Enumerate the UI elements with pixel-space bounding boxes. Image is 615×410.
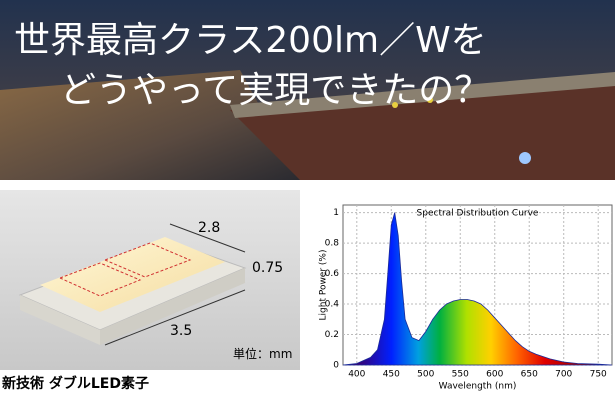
spectrum-chart: 0 0.2 0.4 0.6 0.8 1 400 450 500 550 600 650 700 750 Sp… [319,204,613,392]
dimension-line [104,289,246,346]
chart-title: Spectral Distribution Curve [417,209,539,219]
caption: 新技術 ダブルLED素子 [2,375,149,392]
lamp [519,152,531,164]
x-tick-label: 650 [521,370,538,380]
flower [392,102,398,108]
led-side [20,295,100,345]
spectrum-area [342,212,613,366]
y-tick-label: 0.4 [325,300,340,310]
die-outline [103,242,192,278]
dimension-line [169,223,246,253]
dimension-label: 0.75 [252,260,283,276]
die-outline [58,262,142,297]
y-tick-label: 0.2 [325,330,339,340]
headline: 世界最高クラス200lm／Wを [14,20,487,61]
wall-cap [230,72,615,118]
y-tick-label: 1 [333,208,339,218]
x-tick-label: 750 [590,370,607,380]
x-tick-label: 400 [348,370,365,380]
y-tick-label: 0.8 [325,239,340,249]
y-axis-label: Light Power (%) [319,250,329,321]
x-tick-label: 600 [486,370,503,380]
y-tick-label: 0.6 [325,269,340,279]
headline: どうやって実現できたの？ [60,70,490,111]
y-tick-label: 0 [333,361,339,371]
x-tick-label: 500 [417,370,434,380]
walkway [0,70,300,180]
led-phosphor [40,237,225,312]
x-axis-label: Wavelength (nm) [439,382,517,392]
x-tick-label: 700 [555,370,572,380]
flower [427,97,433,103]
unit-label: 単位：mm [233,346,292,361]
led-side [100,268,245,345]
x-tick-label: 550 [452,370,469,380]
dimension-label: 3.5 [170,323,192,339]
dimension-label: 2.8 [198,220,220,236]
x-tick-label: 450 [383,370,400,380]
